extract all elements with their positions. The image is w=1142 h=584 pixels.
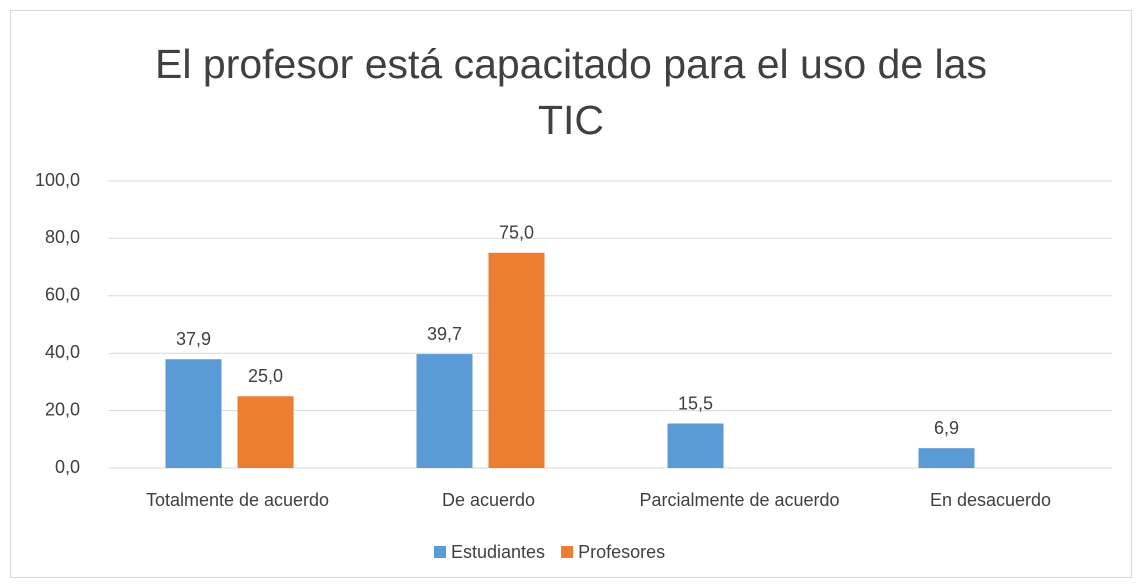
bar [488,252,545,468]
legend-label: Profesores [578,542,665,562]
y-tick-label: 100,0 [35,170,80,190]
x-tick-label: De acuerdo [442,490,535,510]
value-label: 25,0 [248,366,283,386]
x-tick-label: Parcialmente de acuerdo [639,490,839,510]
bar [416,354,473,468]
legend-swatch [561,546,574,558]
y-tick-label: 60,0 [45,285,80,305]
legend-swatch [434,546,446,558]
value-label: 39,7 [427,324,462,344]
x-tick-label: Totalmente de acuerdo [146,490,329,510]
y-tick-label: 80,0 [45,227,80,247]
value-label: 6,9 [934,418,959,438]
bar [237,396,294,468]
chart-title: El profesor está capacitado para el uso … [155,41,987,143]
x-tick-label: En desacuerdo [930,490,1051,510]
y-tick-label: 40,0 [45,342,80,362]
value-label: 15,5 [678,393,713,413]
value-label: 37,9 [176,329,211,349]
bar [918,448,975,468]
chart-border [10,10,1132,578]
bar [667,423,724,468]
bar [165,359,222,468]
y-tick-label: 20,0 [45,399,80,419]
y-tick-label: 0,0 [55,457,80,477]
legend-label: Estudiantes [451,542,545,562]
value-label: 75,0 [499,223,534,243]
